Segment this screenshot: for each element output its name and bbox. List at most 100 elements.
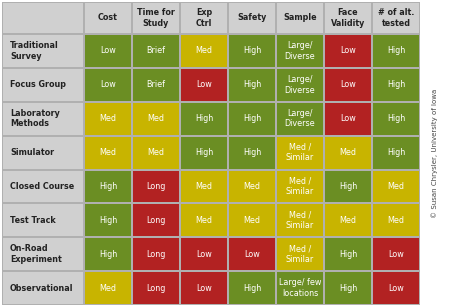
Text: Med: Med <box>339 216 356 225</box>
Text: Med: Med <box>99 114 117 123</box>
Text: Face
Validity: Face Validity <box>331 8 365 28</box>
Bar <box>133 238 179 270</box>
Bar <box>133 103 179 135</box>
Text: Brief: Brief <box>147 46 166 56</box>
Bar <box>373 103 419 135</box>
Bar <box>181 204 227 236</box>
Text: Long: Long <box>146 216 166 225</box>
Text: Brief: Brief <box>147 80 166 89</box>
Text: Med: Med <box>387 182 405 191</box>
Bar <box>181 35 227 67</box>
Bar <box>373 272 419 304</box>
Bar <box>3 3 83 33</box>
Text: Test Track: Test Track <box>10 216 56 225</box>
Bar <box>85 170 131 202</box>
Text: High: High <box>243 80 261 89</box>
Bar <box>277 272 323 304</box>
Text: Cost: Cost <box>98 14 118 22</box>
Bar <box>325 35 371 67</box>
Text: Laboratory
Methods: Laboratory Methods <box>10 109 60 128</box>
Bar <box>325 238 371 270</box>
Text: Low: Low <box>340 80 356 89</box>
Text: Exp
Ctrl: Exp Ctrl <box>196 8 212 28</box>
Text: Low: Low <box>388 250 404 259</box>
Bar <box>85 137 131 169</box>
Bar <box>85 272 131 304</box>
Text: Med: Med <box>195 216 212 225</box>
Text: Med: Med <box>387 216 405 225</box>
Text: Med /
Similar: Med / Similar <box>286 244 314 264</box>
Text: Low: Low <box>340 114 356 123</box>
Bar <box>3 170 83 202</box>
Text: Long: Long <box>146 284 166 293</box>
Text: Med /
Similar: Med / Similar <box>286 211 314 230</box>
Text: High: High <box>99 182 117 191</box>
Bar <box>229 3 275 33</box>
Bar <box>325 69 371 101</box>
Text: High: High <box>339 250 357 259</box>
Bar <box>85 204 131 236</box>
Bar <box>181 137 227 169</box>
Bar <box>85 3 131 33</box>
Text: Med: Med <box>195 182 212 191</box>
Text: Med: Med <box>148 148 165 157</box>
Text: High: High <box>387 46 405 56</box>
Bar <box>3 35 83 67</box>
Bar <box>85 238 131 270</box>
Text: On-Road
Experiment: On-Road Experiment <box>10 244 62 264</box>
Text: Focus Group: Focus Group <box>10 80 66 89</box>
Bar <box>325 3 371 33</box>
Bar <box>325 204 371 236</box>
Text: High: High <box>339 182 357 191</box>
Text: High: High <box>243 114 261 123</box>
Text: Traditional
Survey: Traditional Survey <box>10 41 59 61</box>
Text: # of alt.
tested: # of alt. tested <box>378 8 414 28</box>
Text: Med: Med <box>99 148 117 157</box>
Bar <box>181 170 227 202</box>
Bar <box>3 103 83 135</box>
Bar <box>229 204 275 236</box>
Text: Large/
Diverse: Large/ Diverse <box>285 75 315 95</box>
Text: High: High <box>243 46 261 56</box>
Bar <box>277 170 323 202</box>
Text: High: High <box>195 148 213 157</box>
Text: High: High <box>387 148 405 157</box>
Bar <box>229 170 275 202</box>
Bar <box>229 272 275 304</box>
Bar <box>133 170 179 202</box>
Bar <box>3 69 83 101</box>
Bar <box>373 170 419 202</box>
Text: High: High <box>243 284 261 293</box>
Bar <box>373 3 419 33</box>
Text: High: High <box>243 148 261 157</box>
Bar <box>325 170 371 202</box>
Text: Med /
Similar: Med / Similar <box>286 143 314 162</box>
Text: Closed Course: Closed Course <box>10 182 74 191</box>
Bar <box>133 69 179 101</box>
Text: Large/ few
locations: Large/ few locations <box>279 278 321 298</box>
Bar <box>325 272 371 304</box>
Bar <box>181 103 227 135</box>
Bar <box>3 272 83 304</box>
Bar <box>373 137 419 169</box>
Text: Low: Low <box>388 284 404 293</box>
Bar <box>277 35 323 67</box>
Bar <box>277 103 323 135</box>
Text: High: High <box>387 80 405 89</box>
Text: High: High <box>99 250 117 259</box>
Text: Med /
Similar: Med / Similar <box>286 177 314 196</box>
Bar <box>181 3 227 33</box>
Bar <box>373 35 419 67</box>
Bar <box>181 272 227 304</box>
Text: Low: Low <box>196 284 212 293</box>
Bar <box>229 103 275 135</box>
Text: © Susan Chrysler, University of Iowa: © Susan Chrysler, University of Iowa <box>432 89 438 218</box>
Text: Low: Low <box>100 80 116 89</box>
Text: Long: Long <box>146 250 166 259</box>
Text: Med: Med <box>148 114 165 123</box>
Bar <box>181 238 227 270</box>
Bar <box>3 238 83 270</box>
Text: Long: Long <box>146 182 166 191</box>
Bar <box>229 238 275 270</box>
Text: Safety: Safety <box>237 14 267 22</box>
